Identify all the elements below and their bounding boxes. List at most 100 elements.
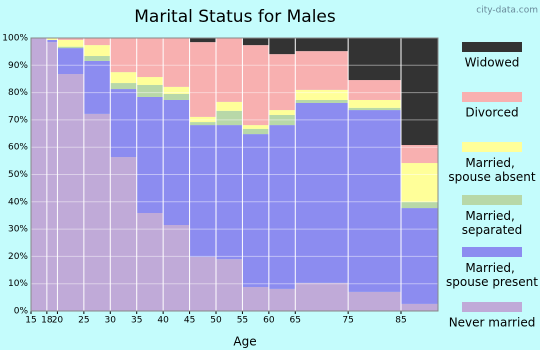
bar-segment — [136, 212, 164, 311]
bar-segment — [57, 39, 84, 47]
x-tick-label: 65 — [290, 316, 301, 326]
bar-segment — [216, 125, 243, 260]
bar-segment — [242, 45, 269, 126]
chart-title: Marital Status for Males — [134, 7, 336, 27]
bar-segment — [110, 72, 137, 84]
legend-label: Married, spouse present — [446, 261, 538, 289]
y-tick-label: 30% — [8, 225, 28, 235]
bar-segment — [295, 282, 349, 311]
bar-segment — [163, 225, 190, 311]
x-tick-label: 60 — [263, 316, 275, 326]
bar-segment — [163, 86, 190, 94]
bar-segment — [46, 39, 58, 43]
legend-label: Never married — [449, 316, 536, 330]
legend-swatch — [462, 195, 522, 205]
bar-segment — [268, 288, 296, 311]
bar-segment — [189, 42, 216, 117]
bar-segment — [216, 38, 243, 102]
x-tick-label: 25 — [78, 316, 89, 326]
bar-segment — [83, 113, 111, 311]
y-tick-label: 40% — [8, 197, 28, 207]
bar-segment — [110, 38, 137, 73]
y-tick-label: 80% — [8, 88, 28, 98]
bar-segment — [46, 42, 58, 311]
bar-segment — [83, 60, 111, 114]
x-tick-label: 85 — [395, 316, 406, 326]
x-tick-label: 18 — [41, 316, 53, 326]
bar-segment — [401, 38, 438, 146]
bar-segment — [348, 80, 401, 100]
legend-label: Married, spouse absent — [448, 156, 535, 184]
x-tick-label: 20 — [52, 316, 64, 326]
legend-label: Married, separated — [462, 209, 523, 237]
bar-segment — [216, 110, 243, 126]
bar-segment — [136, 77, 164, 85]
bar-segment — [268, 125, 296, 289]
x-axis-label: Age — [233, 335, 256, 349]
y-tick-label: 20% — [8, 252, 28, 262]
bar-segment — [295, 99, 349, 103]
bar-segment — [295, 89, 349, 100]
bar-segment — [83, 38, 111, 46]
bar-segment — [242, 125, 269, 129]
bar-segment — [57, 74, 84, 311]
x-tick-label: 45 — [184, 316, 195, 326]
bar-segment — [348, 110, 401, 292]
bar-segment — [83, 56, 111, 61]
y-tick-label: 60% — [8, 143, 28, 153]
x-tick-label: 75 — [342, 316, 353, 326]
bar-segment — [83, 45, 111, 57]
bar-segment — [295, 51, 349, 90]
bar-segment — [163, 93, 190, 100]
bar-segment — [189, 125, 216, 257]
bar-segment — [348, 99, 401, 108]
bar-segment — [189, 122, 216, 126]
bar-segment — [401, 145, 438, 164]
bar-segment — [46, 38, 58, 40]
y-tick-label: 100% — [2, 34, 28, 44]
x-tick-label: 35 — [131, 316, 142, 326]
x-tick-label: 40 — [157, 316, 169, 326]
bar-segment — [242, 128, 269, 135]
x-tick-label: 30 — [105, 316, 117, 326]
legend-swatch — [462, 247, 522, 257]
x-tick-label: 50 — [210, 316, 222, 326]
bar-segment — [242, 286, 269, 311]
plot-frame — [30, 37, 439, 312]
y-tick-label: 90% — [8, 61, 28, 71]
bar-segment — [163, 99, 190, 226]
bar-segment — [57, 46, 84, 49]
bar-segment — [268, 54, 296, 111]
bar-segment — [216, 259, 243, 311]
bar-segment — [189, 256, 216, 311]
legend-swatch — [462, 302, 522, 312]
bar-segment — [31, 38, 47, 311]
bar-segment — [401, 163, 438, 203]
bar-segment — [401, 202, 438, 209]
y-tick-label: 50% — [8, 170, 28, 180]
bar-segment — [189, 38, 216, 43]
bar-segment — [348, 38, 401, 81]
x-tick-label: 55 — [237, 316, 248, 326]
legend-swatch — [462, 42, 522, 52]
bar-segment — [401, 208, 438, 304]
bar-segment — [295, 38, 349, 52]
bar-segment — [110, 157, 137, 311]
y-tick-label: 70% — [8, 115, 28, 125]
bar-segment — [110, 89, 137, 158]
bar-segment — [401, 303, 438, 311]
legend-label: Divorced — [465, 106, 518, 120]
bar-segment — [136, 84, 164, 97]
bar-segment — [189, 116, 216, 123]
legend-swatch — [462, 142, 522, 152]
legend-label: Widowed — [465, 56, 520, 70]
legend-swatch — [462, 92, 522, 102]
bar-segment — [242, 134, 269, 287]
bar-segment — [268, 114, 296, 126]
y-tick-label: 0% — [14, 307, 29, 317]
bar-segment — [57, 38, 84, 40]
bar-segment — [268, 38, 296, 55]
bar-segment — [348, 107, 401, 111]
bar-segment — [242, 38, 269, 46]
